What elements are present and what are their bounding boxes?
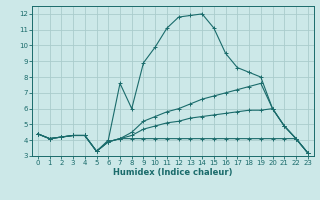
- X-axis label: Humidex (Indice chaleur): Humidex (Indice chaleur): [113, 168, 233, 177]
